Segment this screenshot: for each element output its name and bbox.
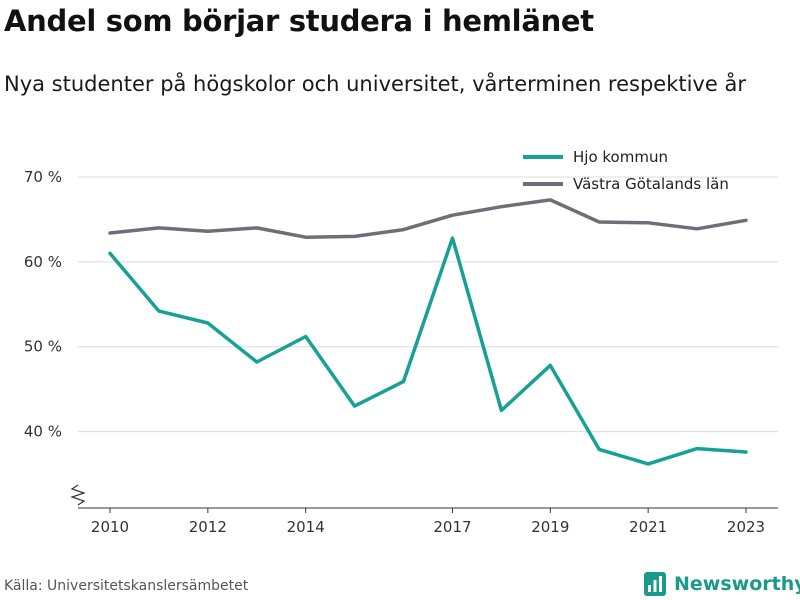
axis-break-mark [70, 484, 86, 506]
line-chart: 40 % 50 % 60 % 70 % 2010 2012 2014 2017 2019 2021… [24, 148, 778, 536]
x-tick-label: 2023 [727, 518, 765, 536]
series-line-hjo-kommun [108, 236, 748, 466]
chart-subtitle: Nya studenter på högskolor och universit… [4, 72, 746, 96]
x-tick-label: 2012 [189, 518, 227, 536]
x-tick-label: 2017 [433, 518, 471, 536]
x-tick-label: 2010 [91, 518, 129, 536]
chart-title: Andel som börjar studera i hemlänet [4, 4, 594, 38]
series-line-vastra-gotalands-lan [108, 198, 748, 239]
x-tick-label: 2021 [629, 518, 667, 536]
source-note: Källa: Universitetskanslersämbetet [4, 578, 249, 594]
bar-chart-logo-icon [644, 572, 666, 596]
legend-label: Hjo kommun [573, 148, 668, 166]
x-tick-label: 2019 [531, 518, 569, 536]
axes: 40 % 50 % 60 % 70 % 2010 2012 2014 2017 2019 2021… [24, 168, 778, 536]
legend-label: Västra Götalands län [573, 175, 729, 193]
gridlines [78, 176, 778, 433]
series-lines [108, 198, 748, 466]
y-tick-label: 50 % [24, 338, 62, 356]
brand-name: Newsworthy [674, 573, 800, 595]
x-tick-label: 2014 [287, 518, 325, 536]
y-tick-label: 60 % [24, 253, 62, 271]
brand-logo: Newsworthy [644, 569, 800, 599]
y-tick-label: 70 % [24, 168, 62, 186]
y-tick-label: 40 % [24, 423, 62, 441]
legend: Hjo kommun Västra Götalands län [523, 148, 729, 193]
